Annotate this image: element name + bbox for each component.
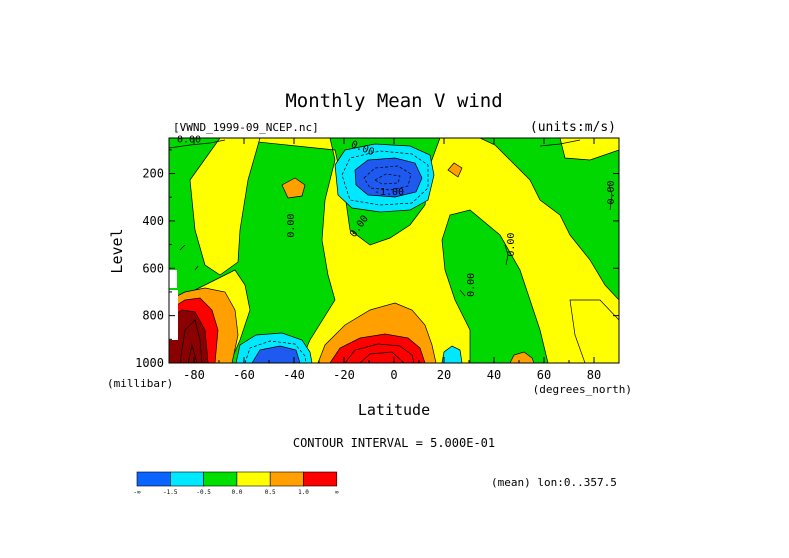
units-label: (units:m/s) (530, 120, 616, 135)
missing-data-notch (169, 270, 177, 288)
cyan-region-surface-tropics (441, 345, 463, 363)
x-axis-ticks: -80 -60 -40 -20 0 20 40 60 80 (168, 138, 620, 382)
contour-label: 0.00 (286, 214, 297, 238)
x-axis-label: Latitude (358, 401, 430, 419)
colorbar-level-label: 1.0 (298, 489, 309, 496)
dataset-label: [VWND_1999-09_NCEP.nc] (173, 121, 319, 134)
colorbar-swatch (236, 471, 271, 487)
x-units-label: (degrees_north) (533, 383, 632, 396)
red-region-equatorial (329, 333, 426, 363)
polar-inner-contours (179, 319, 203, 363)
x-tick-label: -20 (333, 368, 355, 382)
x-tick-label: -40 (283, 368, 305, 382)
contour-label: 0.00 (606, 180, 617, 204)
red-inner-contours (344, 343, 415, 363)
yellow-region-top-right (559, 138, 619, 161)
y-tick-label: 200 (142, 167, 164, 181)
yellow-region-east-band (569, 299, 619, 363)
yellow-region-subtropics (219, 138, 619, 363)
y-axis-ticks: 200 400 600 800 1000 (135, 149, 619, 370)
chart-title: Monthly Mean V wind (285, 90, 502, 112)
yellow-region-west-column (189, 138, 261, 276)
x-tick-label: 20 (437, 368, 451, 382)
y-tick-label: 600 (142, 261, 164, 275)
colorbar-swatch (269, 471, 304, 487)
colorbar-swatch (136, 471, 171, 487)
blue-region-upper (354, 157, 423, 198)
x-tick-label: -60 (233, 368, 255, 382)
colorbar-swatch (303, 471, 338, 487)
orange-region-east-surface (509, 351, 535, 363)
contour-label: -1.00 (374, 187, 404, 198)
x-tick-label: 60 (537, 368, 551, 382)
y-tick-label: 400 (142, 214, 164, 228)
y-tick-label: 1000 (135, 356, 164, 370)
contour-label: 0.00 (466, 273, 477, 297)
blue-region-surface-south (251, 345, 301, 363)
missing-data-block (169, 290, 178, 340)
zero-contours (169, 139, 613, 297)
orange-blob-upper-left (281, 177, 306, 199)
colorbar-level-label: -0.5 (196, 489, 211, 496)
contour-label: 0.00 (506, 233, 517, 257)
contour-label: 0.00 (177, 135, 201, 146)
y-axis-label: Level (108, 228, 126, 273)
colorbar-level-label: ∞ (335, 489, 339, 496)
colorbar-level-label: 0.5 (265, 489, 276, 496)
darkred-region-polar (169, 309, 209, 363)
contour-interval-text: CONTOUR INTERVAL = 5.000E-01 (293, 436, 495, 450)
colorbar-swatch (203, 471, 238, 487)
mean-longitude-text: (mean) lon:0..357.5 (491, 476, 617, 489)
colorbar-swatch (170, 471, 204, 487)
x-tick-label: 80 (587, 368, 601, 382)
colorbar-level-label: 0.0 (231, 489, 242, 496)
colorbar-level-label: -∞ (133, 489, 141, 496)
negative-dashed-contours (341, 150, 429, 206)
y-tick-label: 800 (142, 309, 164, 323)
y-units-label: (millibar) (107, 377, 173, 390)
x-tick-label: 40 (487, 368, 501, 382)
contour-fill (169, 138, 619, 363)
orange-blob-east (447, 162, 463, 178)
x-tick-label: 0 (390, 368, 397, 382)
colorbar-level-label: -1.5 (163, 489, 178, 496)
colorbar: -∞ -1.5 -0.5 0.0 0.5 1.0 ∞ (133, 471, 339, 496)
x-tick-label: -80 (183, 368, 205, 382)
